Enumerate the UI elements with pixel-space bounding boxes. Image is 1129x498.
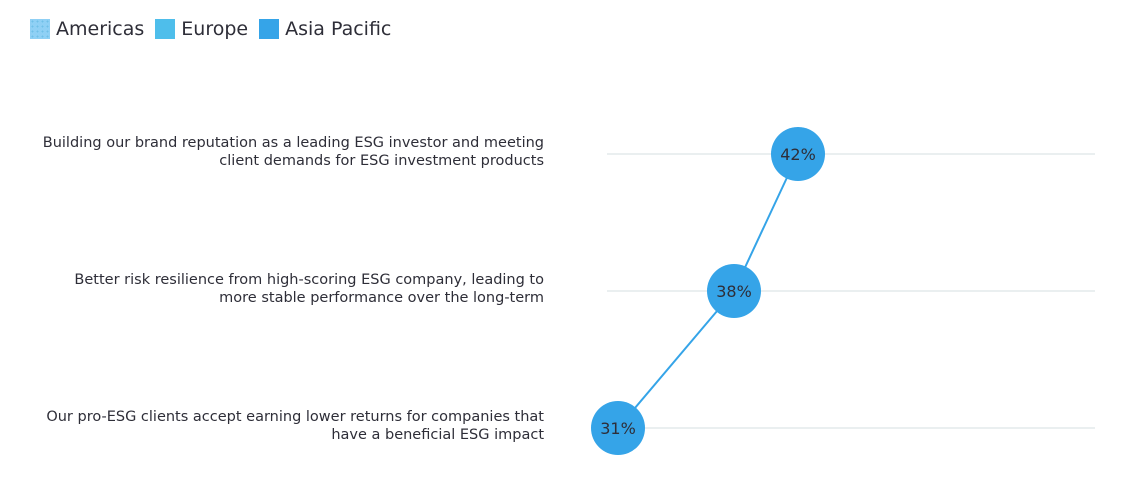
data-point-brand-reputation[interactable]: 42%	[771, 127, 825, 181]
legend-label: Americas	[56, 18, 145, 40]
category-label-line: more stable performance over the long-te…	[219, 290, 544, 306]
category-label-lower-returns: Our pro-ESG clients accept earning lower…	[4, 408, 544, 444]
americas-swatch-icon	[30, 19, 50, 39]
category-label-line: have a beneficial ESG impact	[331, 427, 544, 443]
legend-item-americas[interactable]: Americas	[30, 18, 144, 40]
legend: Americas Europe Asia Pacific	[30, 18, 402, 40]
europe-swatch-icon	[155, 19, 176, 39]
data-point-lower-returns[interactable]: 31%	[591, 401, 645, 455]
legend-item-europe[interactable]: Europe	[155, 18, 248, 40]
asia-pacific-swatch-icon	[259, 19, 280, 39]
category-label-line: Our pro-ESG clients accept earning lower…	[46, 409, 544, 425]
category-label-risk-resilience: Better risk resilience from high-scoring…	[4, 271, 544, 307]
category-label-line: Better risk resilience from high-scoring…	[74, 272, 544, 288]
data-point-value: 38%	[716, 282, 752, 301]
legend-label: Europe	[181, 18, 249, 40]
category-label-brand-reputation: Building our brand reputation as a leadi…	[4, 134, 544, 170]
data-point-value: 42%	[780, 145, 816, 164]
data-point-risk-resilience[interactable]: 38%	[707, 264, 761, 318]
legend-label: Asia Pacific	[285, 18, 392, 40]
category-label-line: Building our brand reputation as a leadi…	[42, 135, 544, 151]
data-point-value: 31%	[600, 419, 636, 438]
category-label-line: client demands for ESG investment produc…	[219, 153, 544, 169]
legend-item-asia-pacific[interactable]: Asia Pacific	[259, 18, 391, 40]
